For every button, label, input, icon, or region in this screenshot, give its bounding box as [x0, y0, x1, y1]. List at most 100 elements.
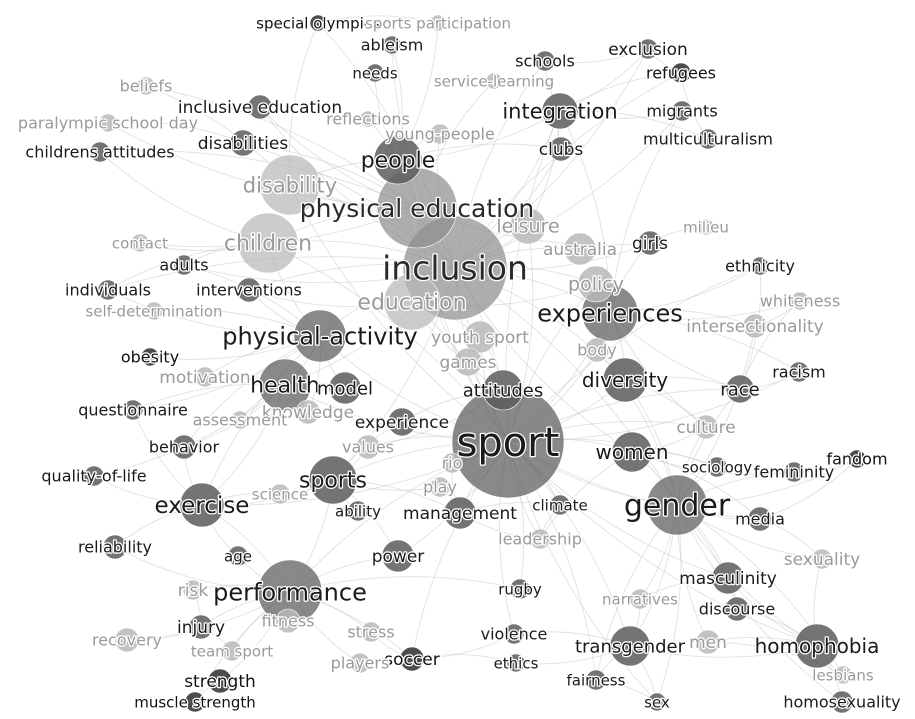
node-play[interactable] [429, 476, 451, 498]
node-ability[interactable] [347, 500, 369, 522]
node-refugees[interactable] [670, 62, 692, 84]
node-experience[interactable] [387, 407, 417, 437]
node-sociology[interactable] [706, 456, 728, 478]
node-childrens-attitudes[interactable] [89, 141, 111, 163]
node-transgender[interactable] [609, 625, 651, 667]
label-knowledge: knowledge [262, 403, 354, 423]
node-power[interactable] [381, 539, 415, 573]
node-paralympic-school-day[interactable] [98, 113, 118, 133]
node-disability[interactable] [259, 154, 321, 216]
node-narratives[interactable] [629, 588, 651, 610]
node-policy[interactable] [577, 265, 615, 303]
node-science[interactable] [269, 483, 291, 505]
node-race[interactable] [725, 374, 755, 404]
node-ableism[interactable] [382, 35, 402, 55]
node-ethics[interactable] [506, 653, 526, 673]
node-leadership[interactable] [529, 528, 551, 550]
node-strength[interactable] [207, 668, 233, 694]
node-exclusion[interactable] [637, 38, 659, 60]
node-multiculturalism[interactable] [697, 128, 719, 150]
node-integration[interactable] [541, 92, 579, 130]
node-behavior[interactable] [171, 434, 197, 460]
node-players[interactable] [349, 652, 371, 674]
node-questionnaire[interactable] [122, 399, 144, 421]
node-obesity[interactable] [140, 347, 160, 367]
node-sex[interactable] [647, 692, 667, 712]
node-health[interactable] [258, 358, 312, 412]
node-education[interactable] [383, 273, 441, 331]
node-team-sport[interactable] [221, 640, 243, 662]
node-ethnicity[interactable] [750, 256, 770, 276]
node-women[interactable] [611, 431, 653, 473]
node-risk[interactable] [182, 579, 204, 601]
node-girls[interactable] [637, 230, 663, 256]
node-violence[interactable] [503, 623, 525, 645]
node-masculinity[interactable] [711, 561, 745, 595]
node-clubs[interactable] [548, 136, 574, 162]
node-fairness[interactable] [585, 669, 607, 691]
node-physical-activity[interactable] [293, 309, 347, 363]
node-soccer[interactable] [399, 646, 425, 672]
node-adults[interactable] [173, 254, 195, 276]
node-quality-of-life[interactable] [83, 465, 105, 487]
node-rio[interactable] [441, 452, 463, 474]
node-interventions[interactable] [236, 277, 262, 303]
node-gender[interactable] [646, 474, 708, 536]
node-diversity[interactable] [602, 357, 648, 403]
node-homosexuality[interactable] [830, 690, 854, 714]
node-muscle-strength[interactable] [184, 691, 206, 713]
node-people[interactable] [373, 135, 423, 185]
node-stress[interactable] [360, 621, 382, 643]
node-assessment[interactable] [230, 410, 250, 430]
node-leisure[interactable] [509, 207, 547, 245]
node-games[interactable] [453, 347, 483, 377]
node-lesbians[interactable] [833, 665, 853, 685]
node-discourse[interactable] [724, 596, 750, 622]
node-schools[interactable] [534, 50, 556, 72]
node-culture[interactable] [693, 414, 719, 440]
node-young-people[interactable] [429, 123, 451, 145]
node-australia[interactable] [563, 232, 597, 266]
node-femininity[interactable] [783, 461, 805, 483]
node-homophobia[interactable] [794, 623, 840, 669]
node-sports-participation[interactable] [429, 14, 447, 32]
node-whiteness[interactable] [790, 291, 810, 311]
node-model[interactable] [328, 371, 362, 405]
node-reliability[interactable] [102, 534, 128, 560]
node-media[interactable] [747, 506, 773, 532]
node-climate[interactable] [549, 494, 571, 516]
node-management[interactable] [443, 496, 477, 530]
node-beliefs[interactable] [136, 76, 156, 96]
node-injury[interactable] [188, 614, 214, 640]
node-attitudes[interactable] [482, 369, 524, 411]
node-children[interactable] [237, 212, 299, 274]
node-special-olympics[interactable] [309, 14, 327, 32]
node-youth-sport[interactable] [463, 320, 497, 354]
node-exercise[interactable] [179, 482, 225, 528]
node-needs[interactable] [365, 63, 385, 83]
node-fitness[interactable] [275, 608, 301, 634]
node-sports[interactable] [308, 455, 358, 505]
node-knowledge[interactable] [295, 399, 321, 425]
label-fairness: fairness [567, 671, 626, 689]
node-self-determination[interactable] [144, 301, 164, 321]
node-intersectionality[interactable] [742, 313, 768, 339]
node-fandom[interactable] [847, 449, 867, 469]
node-inclusive-education[interactable] [247, 94, 273, 120]
node-values[interactable] [355, 434, 381, 460]
node-rugby[interactable] [509, 578, 531, 600]
node-individuals[interactable] [97, 279, 119, 301]
node-migrants[interactable] [671, 100, 693, 122]
node-service-learning[interactable] [485, 72, 503, 90]
node-motivation[interactable] [194, 366, 216, 388]
node-milieu[interactable] [697, 218, 715, 236]
node-racism[interactable] [788, 361, 810, 383]
node-men[interactable] [695, 629, 721, 655]
node-body[interactable] [584, 337, 610, 363]
node-recovery[interactable] [114, 627, 140, 653]
node-sexuality[interactable] [811, 548, 833, 570]
node-contact[interactable] [130, 233, 150, 253]
node-reflections[interactable] [359, 110, 377, 128]
node-disabilities[interactable] [229, 129, 257, 157]
node-age[interactable] [227, 545, 249, 567]
